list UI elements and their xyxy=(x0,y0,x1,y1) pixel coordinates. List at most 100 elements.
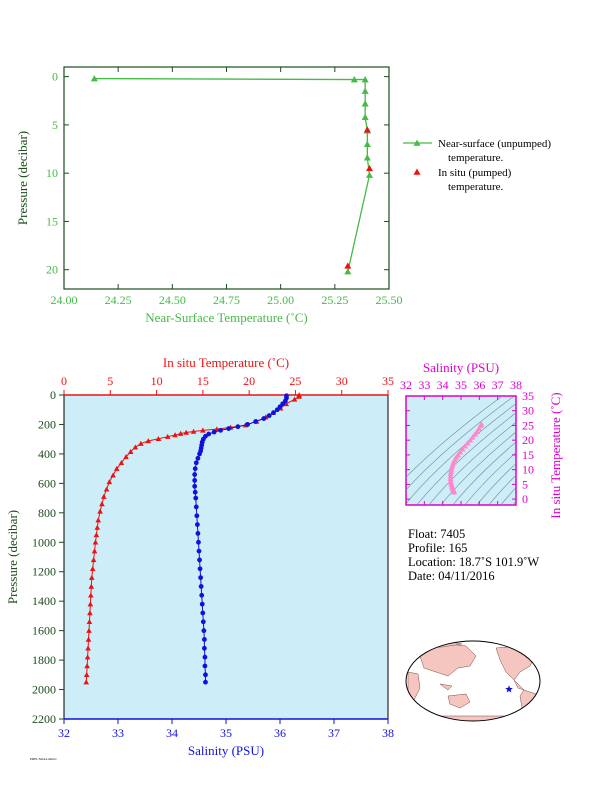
continent-antarctica xyxy=(409,715,540,721)
near-surface-temperature-chart: 24.00 24.25 24.50 24.75 25.00 25.25 25.50 0 5 10 1… xyxy=(15,66,403,325)
legend-label-near-surface: Near-surface (unpumped) xyxy=(438,138,551,150)
top-x-tick-label: 24.25 xyxy=(105,293,132,307)
salinity-point xyxy=(193,504,199,510)
top-x-tick-label: 25.50 xyxy=(376,293,403,307)
density-contour xyxy=(428,421,516,505)
near-surface-point xyxy=(350,76,358,83)
world-map xyxy=(405,640,541,722)
pressure-tick-label: 200 xyxy=(38,417,56,431)
salinity-tick-label: 34 xyxy=(166,726,178,740)
near-surface-point xyxy=(361,113,369,120)
legend-marker-near-surface xyxy=(413,139,421,146)
ts-x-tick-label: 37 xyxy=(492,378,504,392)
top-y-axis-label: Pressure (decibar) xyxy=(15,131,30,225)
ts-y-tick-label: 30 xyxy=(522,404,534,418)
salinity-point xyxy=(197,566,203,572)
salinity-point xyxy=(192,466,198,472)
ts-y-tick-label: 20 xyxy=(522,433,534,447)
density-contour xyxy=(406,396,515,491)
salinity-point xyxy=(192,489,198,495)
near-surface-point xyxy=(361,87,369,94)
temperature-point xyxy=(88,574,95,580)
pressure-tick-label: 1800 xyxy=(32,653,56,667)
temperature-point xyxy=(145,438,152,444)
ts-x-tick-label: 32 xyxy=(400,378,412,392)
temperature-point xyxy=(92,539,99,545)
temperature-point xyxy=(113,465,120,471)
temperature-point xyxy=(118,459,125,465)
temperature-point xyxy=(87,601,94,607)
density-contour xyxy=(522,386,612,525)
ts-x-tick-label: 34 xyxy=(437,378,449,392)
temp-tick-label: 10 xyxy=(151,374,163,388)
near-surface-point xyxy=(361,76,369,83)
near-surface-point xyxy=(344,268,352,275)
ts-y-axis-label: In situ Temperature (˚C) xyxy=(548,392,563,518)
salinity-point xyxy=(274,407,280,413)
ts-point xyxy=(455,451,462,458)
continent-south-america xyxy=(519,689,539,721)
temperature-point xyxy=(91,548,98,554)
salinity-point xyxy=(200,619,206,625)
ts-y-tick-label: 5 xyxy=(522,477,528,491)
in-situ-point xyxy=(366,164,373,172)
salinity-point xyxy=(261,416,267,421)
salinity-point xyxy=(199,601,205,607)
temperature-point xyxy=(99,501,105,507)
ts-y-tick-label: 15 xyxy=(522,448,534,462)
float-number: Float: 7405 xyxy=(408,527,466,541)
salinity-point xyxy=(197,451,202,457)
pressure-tick-label: 2000 xyxy=(32,683,56,697)
salinity-point xyxy=(195,455,201,461)
temperature-point xyxy=(89,565,96,572)
temp-tick-label: 25 xyxy=(289,374,301,388)
near-surface-point xyxy=(90,75,98,82)
salinity-point xyxy=(200,610,206,616)
temperature-point xyxy=(123,454,129,460)
temperature-point xyxy=(190,428,197,434)
footer-credit: PMEL/NOAA ARGO xyxy=(30,757,57,761)
temp-tick-label: 20 xyxy=(243,374,255,388)
temperature-point xyxy=(127,448,134,454)
ts-point xyxy=(459,446,466,452)
pressure-tick-label: 800 xyxy=(38,506,56,520)
temperature-point xyxy=(86,627,92,633)
density-contours xyxy=(406,386,612,525)
top-x-tick-label: 24.50 xyxy=(159,293,186,307)
continent-greenland xyxy=(527,641,540,651)
ts-x-axis-label: Salinity (PSU) xyxy=(423,360,499,375)
salinity-point xyxy=(245,422,251,427)
ts-x-tick-label: 38 xyxy=(510,378,522,392)
temp-tick-label: 5 xyxy=(107,374,113,388)
temperature-point xyxy=(138,440,144,446)
temp-axis-label: In situ Temperature (˚C) xyxy=(163,355,289,370)
top-x-tick-label: 25.25 xyxy=(321,293,348,307)
temperature-point xyxy=(172,432,178,438)
pressure-tick-label: 0 xyxy=(50,388,56,402)
pressure-tick-label: 1000 xyxy=(32,535,56,549)
salinity-point xyxy=(198,584,204,589)
salinity-point xyxy=(196,548,202,554)
salinity-tick-label: 32 xyxy=(58,726,70,740)
ts-diagram: 32 33 34 35 36 37 38 Salinity (PSU) 051015202530… xyxy=(400,360,612,525)
temperature-point xyxy=(291,396,298,402)
salinity-point xyxy=(194,513,200,519)
salinity-point xyxy=(192,478,198,483)
top-y-tick-label: 5 xyxy=(52,118,58,132)
top-y-tick-label: 0 xyxy=(52,70,58,84)
ts-point xyxy=(478,421,485,427)
pressure-tick-label: 1400 xyxy=(32,594,56,608)
temperature-point xyxy=(183,429,189,435)
pressure-tick-label: 2200 xyxy=(32,712,56,726)
salinity-point xyxy=(192,472,198,477)
top-plot-area xyxy=(63,66,390,290)
salinity-point xyxy=(197,557,202,563)
temperature-point xyxy=(177,430,184,436)
salinity-point xyxy=(271,410,276,416)
continent-australia xyxy=(447,693,471,709)
float-location-marker xyxy=(505,685,513,693)
salinity-point xyxy=(195,531,201,536)
temperature-point xyxy=(110,472,116,478)
ts-point xyxy=(462,443,469,449)
temperature-point xyxy=(106,479,113,485)
